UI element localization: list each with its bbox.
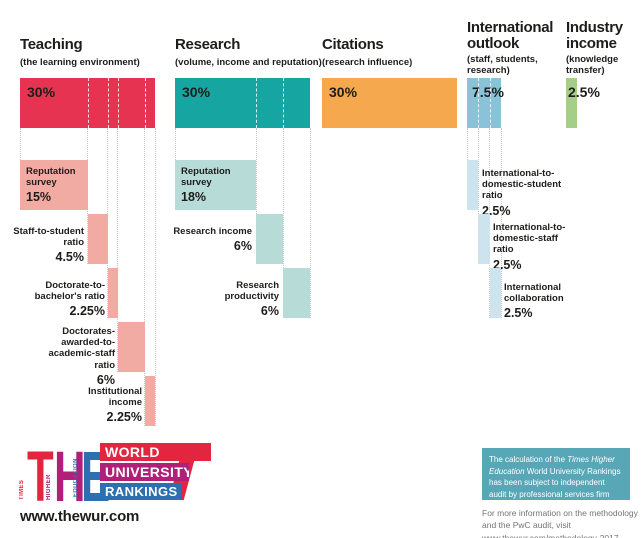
audit-note-part1: The calculation of the xyxy=(489,455,568,464)
label-doctorates-awarded: Doctorates-awarded-to-academic-staff rat… xyxy=(29,326,115,387)
label-intl-student-ratio: International-to-domestic-student ratio … xyxy=(482,168,566,218)
label-institutional-income: Institutional income 2.25% xyxy=(56,386,142,424)
label-staff-to-student: Staff-to-student ratio 4.5% xyxy=(0,226,84,264)
component-weight: 2.5% xyxy=(482,203,511,218)
connector-line xyxy=(478,128,479,264)
component-weight: 15% xyxy=(26,190,52,205)
segment-divider xyxy=(144,78,146,128)
connector-line xyxy=(501,128,502,318)
component-weight: 2.25% xyxy=(106,410,142,425)
teaching-weight-label: 30% xyxy=(27,84,56,100)
audit-note-italic: Times Higher Education xyxy=(489,455,615,476)
segment-divider xyxy=(107,78,109,128)
international-main-bar: 7.5% xyxy=(467,78,504,128)
connector-line xyxy=(87,128,88,264)
connector-line xyxy=(283,128,284,318)
connector-line xyxy=(20,128,21,160)
citations-main-bar: 30% xyxy=(322,78,457,128)
research-weight-label: 30% xyxy=(182,84,211,100)
logo-letter-t: T xyxy=(27,435,54,517)
teaching-main-bar: 30% xyxy=(20,78,155,128)
component-weight: 4.5% xyxy=(55,250,85,265)
pillar-subtitle-teaching: (the learning environment) xyxy=(20,57,140,68)
component-weight: 2.5% xyxy=(493,257,522,272)
footer-note: For more information on the methodology … xyxy=(482,508,638,538)
pillar-subtitle-citations: (research influence) xyxy=(322,57,413,68)
segment-divider xyxy=(489,78,491,128)
connector-line xyxy=(489,128,490,318)
component-name: Institutional income xyxy=(88,386,142,409)
international-component-student-ratio xyxy=(467,160,479,210)
component-name: Reputation survey xyxy=(181,166,231,189)
pillar-subtitle-international: (staff, students, research) xyxy=(467,54,538,77)
connector-line xyxy=(175,128,176,160)
logo-letter-h: H xyxy=(54,435,86,517)
pillar-title-international: International outlook xyxy=(467,19,554,52)
pillar-title-teaching: Teaching xyxy=(20,36,83,53)
component-weight: 6% xyxy=(260,304,279,319)
pillar-title-industry: Industry income xyxy=(566,19,623,52)
component-name: Doctorate-to-bachelor's ratio xyxy=(34,280,105,303)
pillar-subtitle-research: (volume, income and reputation) xyxy=(175,57,322,68)
audit-note-box: The calculation of the Times Higher Educ… xyxy=(482,448,630,510)
component-name: International-to-domestic-student ratio xyxy=(482,168,562,202)
label-doctorate-to-bachelors: Doctorate-to-bachelor's ratio 2.25% xyxy=(21,280,105,318)
component-weight: 18% xyxy=(181,190,207,205)
segment-divider xyxy=(87,78,89,128)
segment-divider xyxy=(117,78,119,128)
industry-main-bar xyxy=(566,78,578,128)
label-research-income: Research income 6% xyxy=(168,226,252,253)
international-weight-label: 7.5% xyxy=(472,84,504,100)
segment-divider xyxy=(256,78,257,128)
component-weight: 2.25% xyxy=(69,304,105,319)
research-component-productivity xyxy=(283,268,310,318)
teaching-component-staff-student xyxy=(87,214,108,264)
research-component-reputation-survey: Reputation survey 18% xyxy=(175,160,256,210)
research-main-bar: 30% xyxy=(175,78,310,128)
website-url: www.thewur.com xyxy=(20,508,140,525)
connector-line xyxy=(467,128,468,160)
connector-line xyxy=(155,128,156,426)
audit-note-part2: World University Rankings has been subje… xyxy=(489,466,621,511)
logo-bar-rankings: RANKINGS xyxy=(100,483,181,500)
logo-word-education: EDUCATION xyxy=(73,458,79,497)
international-component-staff-ratio xyxy=(478,214,490,264)
logo-word-higher: HIGHER xyxy=(46,474,52,500)
label-intl-staff-ratio: International-to-domestic-staff ratio 2.… xyxy=(493,222,577,272)
research-component-income xyxy=(256,214,283,264)
teaching-component-doctorates-awarded xyxy=(117,322,145,372)
segment-divider xyxy=(478,78,480,128)
logo-word-times: TIMES xyxy=(19,479,25,500)
component-name: Research income xyxy=(173,226,252,237)
industry-weight-label: 2.5% xyxy=(568,84,600,100)
teaching-component-institutional-income xyxy=(144,376,155,426)
pillar-subtitle-industry: (knowledge transfer) xyxy=(566,54,619,77)
component-name: Research productivity xyxy=(224,280,279,303)
component-weight: 2.5% xyxy=(504,306,533,321)
connector-line xyxy=(256,128,257,264)
teaching-component-doctorate-bachelor xyxy=(107,268,118,318)
teaching-component-reputation-survey: Reputation survey 15% xyxy=(20,160,88,210)
label-research-productivity: Research productivity 6% xyxy=(195,280,279,318)
connector-line xyxy=(117,128,118,372)
connector-line xyxy=(310,128,311,318)
citations-weight-label: 30% xyxy=(329,84,358,100)
component-weight: 6% xyxy=(233,239,252,254)
pillar-title-research: Research xyxy=(175,36,241,53)
component-weight: 6% xyxy=(96,372,115,387)
logo-bar-university: UNIVERSITY xyxy=(100,463,189,481)
component-name: International-to-domestic-staff ratio xyxy=(493,222,566,256)
logo-bar-world: WORLD xyxy=(100,443,211,461)
segment-divider xyxy=(283,78,284,128)
label-intl-collaboration: International collaboration 2.5% xyxy=(504,282,588,320)
component-name: Staff-to-student ratio xyxy=(13,226,84,249)
international-component-collaboration xyxy=(489,268,501,318)
component-name: International collaboration xyxy=(504,282,564,305)
connector-line xyxy=(144,128,145,426)
component-name: Reputation survey xyxy=(26,166,76,189)
component-name: Doctorates-awarded-to-academic-staff rat… xyxy=(48,326,115,371)
pillar-title-citations: Citations xyxy=(322,36,384,53)
